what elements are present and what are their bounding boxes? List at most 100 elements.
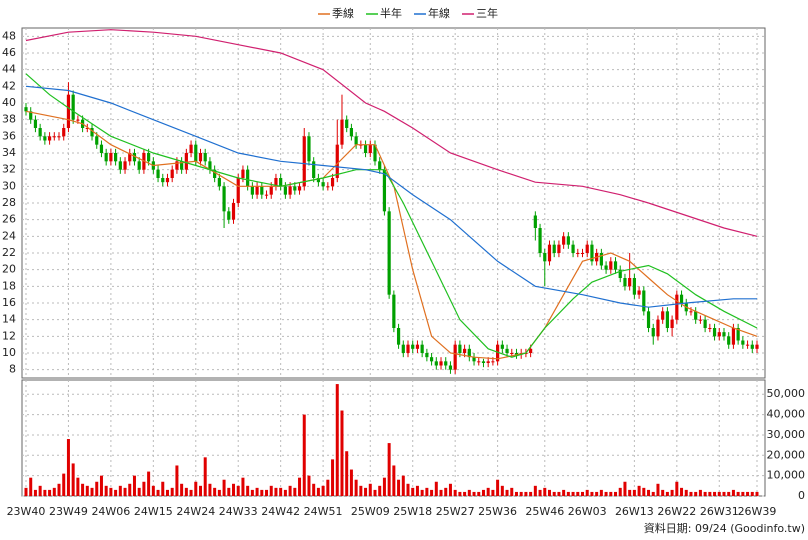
volume-bar (425, 487, 429, 496)
candle-body (642, 290, 646, 312)
volume-bar (604, 491, 608, 496)
volume-bar (156, 489, 160, 496)
candle-body (52, 136, 56, 138)
volume-bar (180, 483, 184, 496)
volume-bar (665, 491, 669, 496)
candle-body (434, 361, 438, 366)
candle-body (307, 136, 311, 162)
volume-bar (382, 477, 386, 496)
volume-bar (689, 491, 693, 496)
volume-bar (406, 483, 410, 496)
candle-body (562, 236, 566, 245)
x-tick-label: 24W06 (91, 505, 130, 518)
volume-bar (43, 489, 47, 496)
y-tick-label: 28 (2, 196, 16, 209)
volume-bar (618, 487, 622, 496)
y-tick-label: 26 (2, 213, 16, 226)
y-tick-label: 20,000 (767, 448, 806, 461)
candle-body (646, 311, 651, 328)
volume-bar (566, 491, 570, 496)
y-tick-label: 50,000 (767, 387, 806, 400)
candle-body (481, 361, 486, 363)
volume-bar (576, 491, 580, 496)
volume-bar (571, 491, 575, 496)
candle-body (382, 169, 387, 212)
volume-bar (378, 485, 382, 496)
candle-body (604, 265, 608, 270)
candle-body (43, 136, 47, 141)
y-tick-label: 32 (2, 163, 16, 176)
volume-bar (628, 489, 632, 496)
candle-body (62, 128, 66, 137)
volume-bar (637, 485, 641, 496)
volume-bar (632, 489, 636, 496)
x-tick-label: 26W31 (700, 505, 739, 518)
candle-body (538, 228, 542, 253)
candle-body (123, 161, 127, 170)
candle-body (71, 94, 75, 120)
volume-bar (595, 491, 599, 496)
candle-body (444, 361, 448, 366)
volume-bar (175, 465, 179, 496)
volume-bar (368, 483, 372, 496)
y-tick-label: 34 (2, 146, 16, 159)
volume-bar (642, 487, 646, 496)
volume-bar (170, 487, 174, 496)
candle-body (745, 344, 750, 346)
volume-bar (722, 491, 726, 496)
candle-body (552, 244, 556, 253)
candle-body (576, 253, 580, 254)
candle-body (222, 186, 226, 212)
volume-bar (321, 485, 325, 496)
volume-bar (481, 489, 485, 496)
volume-bar (161, 481, 165, 496)
volume-bar (614, 491, 618, 496)
candle-body (632, 278, 636, 295)
volume-bar (194, 481, 198, 496)
footnote: 資料日期: 09/24 (Goodinfo.tw) (644, 521, 805, 535)
x-tick-label: 25W18 (393, 505, 432, 518)
volume-bar (448, 483, 452, 496)
volume-bar (48, 489, 52, 496)
legend-label: 季線 (332, 6, 354, 20)
volume-bar (472, 491, 476, 496)
candle-body (637, 290, 641, 295)
candle-body (85, 128, 89, 129)
candle-body (38, 128, 42, 137)
y-tick-label: 20 (2, 263, 16, 276)
candle-body (293, 186, 297, 191)
volume-bar (90, 487, 94, 496)
volume-bar (307, 475, 311, 496)
volume-bar (713, 491, 717, 496)
candle-body (137, 161, 141, 170)
candle-body (392, 294, 396, 328)
candle-body (750, 344, 754, 349)
volume-bar (246, 485, 250, 496)
volume-bar (137, 487, 141, 496)
candle-body (425, 353, 429, 358)
volume-bar (151, 485, 155, 496)
legend-label: 年線 (428, 6, 450, 20)
volume-bar (415, 485, 419, 496)
volume-bar (373, 489, 377, 496)
volume-bar (132, 475, 136, 496)
candle-body (194, 144, 198, 162)
x-tick-label: 24W51 (304, 505, 343, 518)
candle-body (279, 178, 283, 187)
volume-bar (491, 489, 495, 496)
candle-body (467, 348, 471, 358)
volume-bar (684, 489, 688, 496)
candle-body (599, 253, 603, 266)
candle-body (453, 344, 457, 370)
candle-body (694, 311, 698, 320)
candle-body (396, 328, 401, 345)
volume-bar (293, 487, 297, 496)
volume-bar (727, 491, 731, 496)
x-tick-label: 26W03 (568, 505, 607, 518)
candle-body (477, 361, 481, 363)
y-tick-label: 10 (2, 346, 16, 359)
candle-body (330, 178, 335, 187)
candle-body (165, 178, 170, 183)
candle-body (486, 361, 490, 363)
candle-body (302, 136, 306, 187)
